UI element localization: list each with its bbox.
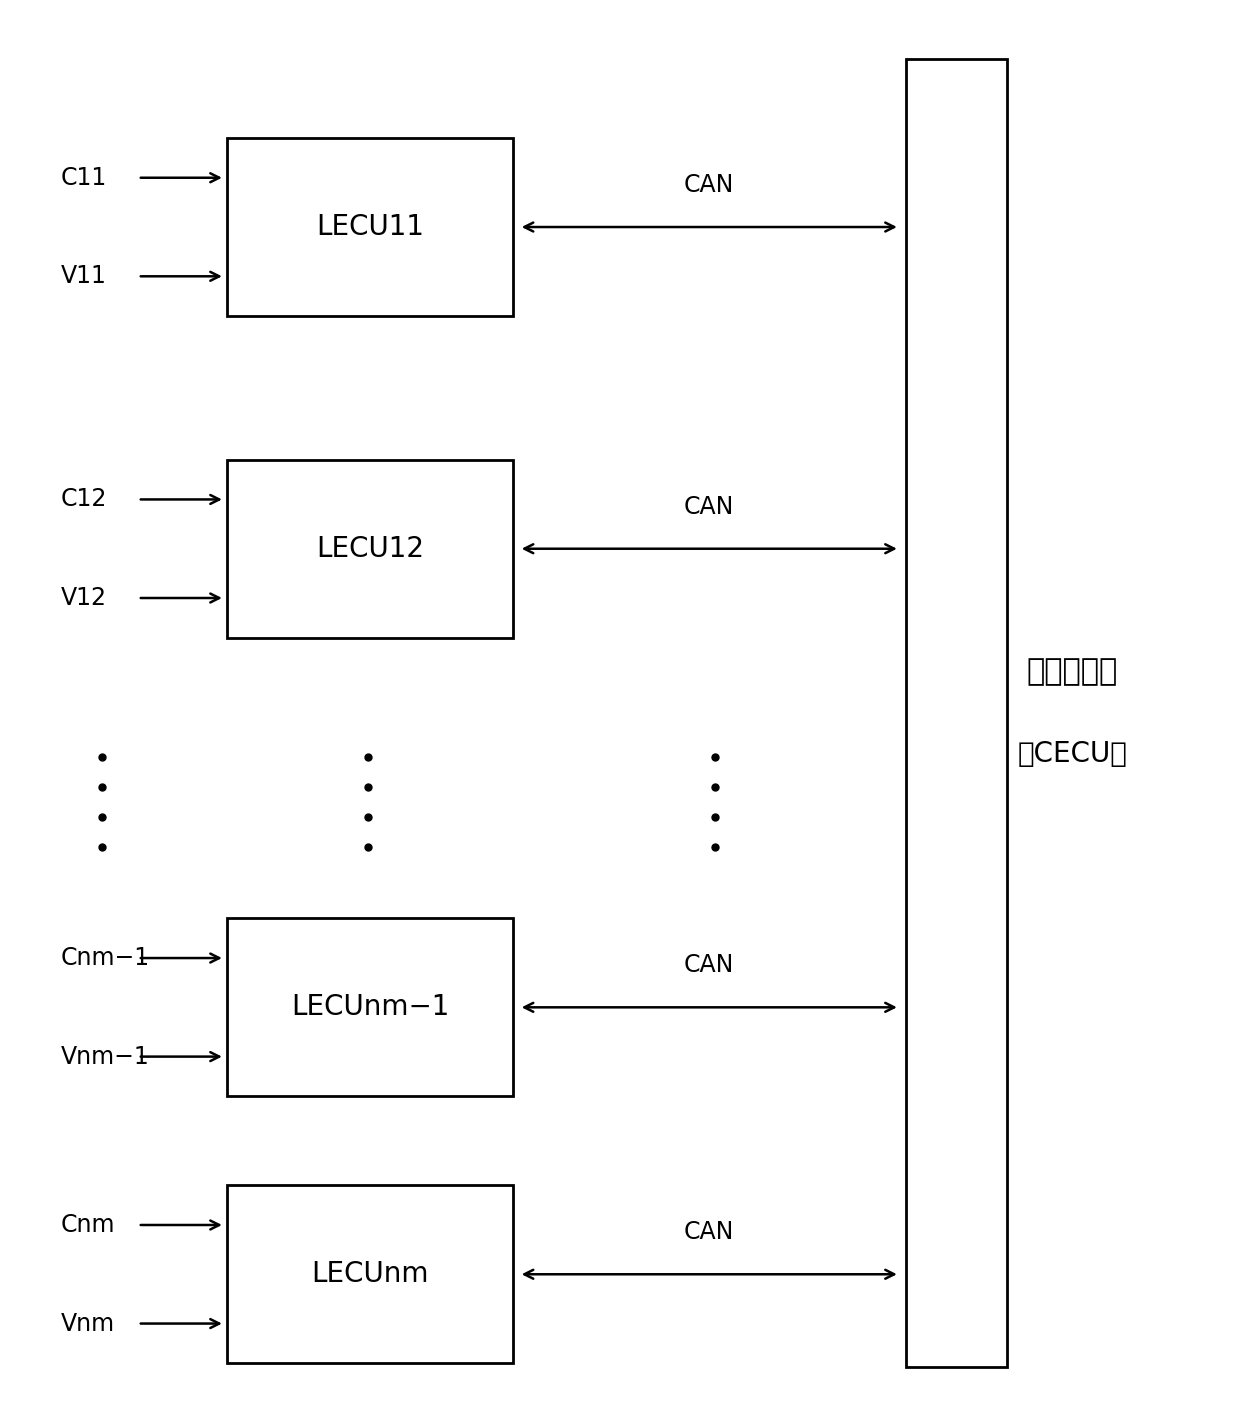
- Bar: [905, 58, 1007, 1368]
- Text: LECUnm−1: LECUnm−1: [291, 994, 449, 1021]
- Text: Cnm: Cnm: [61, 1214, 115, 1236]
- Text: LECUnm: LECUnm: [311, 1261, 429, 1288]
- Text: CAN: CAN: [684, 1221, 734, 1243]
- Text: Cnm−1: Cnm−1: [61, 945, 150, 970]
- Bar: [227, 459, 513, 637]
- Text: （CECU）: （CECU）: [1017, 740, 1127, 769]
- Bar: [227, 1185, 513, 1363]
- Text: CAN: CAN: [684, 953, 734, 977]
- Text: Vnm−1: Vnm−1: [61, 1045, 149, 1068]
- Text: V11: V11: [61, 264, 107, 288]
- Text: Vnm: Vnm: [61, 1312, 114, 1336]
- Text: C12: C12: [61, 488, 107, 512]
- Bar: [227, 918, 513, 1097]
- Text: V12: V12: [61, 586, 107, 610]
- Text: C11: C11: [61, 165, 107, 190]
- Text: LECU12: LECU12: [316, 535, 424, 563]
- Text: 中央控制器: 中央控制器: [1027, 657, 1118, 686]
- Text: CAN: CAN: [684, 173, 734, 197]
- Bar: [227, 138, 513, 317]
- Text: CAN: CAN: [684, 495, 734, 519]
- Text: LECU11: LECU11: [316, 212, 424, 241]
